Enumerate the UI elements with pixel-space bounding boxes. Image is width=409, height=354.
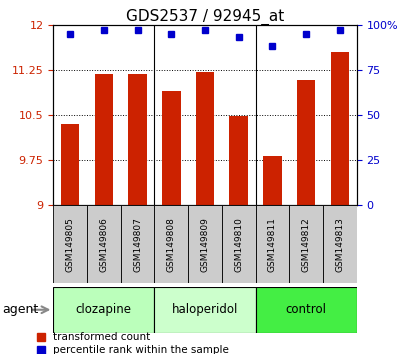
Bar bbox=[188, 205, 221, 283]
Text: control: control bbox=[285, 303, 326, 316]
Bar bbox=[120, 205, 154, 283]
Text: GSM149807: GSM149807 bbox=[133, 217, 142, 272]
Text: agent: agent bbox=[2, 303, 38, 316]
Bar bbox=[289, 205, 322, 283]
Text: GSM149812: GSM149812 bbox=[301, 217, 310, 272]
Text: GSM149813: GSM149813 bbox=[335, 217, 344, 272]
Bar bbox=[154, 205, 188, 283]
Bar bbox=[221, 205, 255, 283]
Text: GSM149806: GSM149806 bbox=[99, 217, 108, 272]
Text: GSM149809: GSM149809 bbox=[200, 217, 209, 272]
Bar bbox=[162, 91, 180, 205]
Bar bbox=[94, 74, 113, 205]
Bar bbox=[263, 156, 281, 205]
Bar bbox=[87, 205, 120, 283]
Bar bbox=[61, 124, 79, 205]
Text: percentile rank within the sample: percentile rank within the sample bbox=[53, 345, 229, 354]
Bar bbox=[255, 287, 356, 333]
Bar bbox=[128, 74, 146, 205]
Text: GSM149810: GSM149810 bbox=[234, 217, 243, 272]
Text: GSM149811: GSM149811 bbox=[267, 217, 276, 272]
Text: clozapine: clozapine bbox=[76, 303, 132, 316]
Text: GDS2537 / 92945_at: GDS2537 / 92945_at bbox=[126, 9, 283, 25]
Text: haloperidol: haloperidol bbox=[171, 303, 238, 316]
Text: GSM149808: GSM149808 bbox=[166, 217, 175, 272]
Bar bbox=[195, 72, 214, 205]
Bar bbox=[53, 205, 87, 283]
Bar bbox=[296, 80, 315, 205]
Bar bbox=[229, 116, 247, 205]
Bar bbox=[322, 205, 356, 283]
Bar bbox=[255, 205, 289, 283]
Bar bbox=[53, 287, 154, 333]
Text: GSM149805: GSM149805 bbox=[65, 217, 74, 272]
Bar bbox=[330, 52, 348, 205]
Bar bbox=[154, 287, 255, 333]
Text: transformed count: transformed count bbox=[53, 332, 150, 342]
